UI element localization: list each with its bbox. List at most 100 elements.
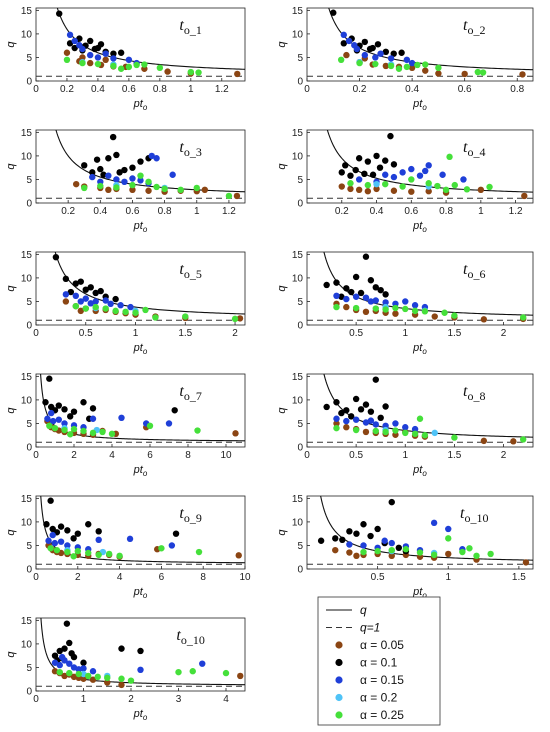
point-alpha_0-1 bbox=[339, 536, 346, 543]
point-alpha_0-25 bbox=[382, 306, 389, 313]
point-alpha_0-1 bbox=[85, 521, 92, 528]
point-alpha_0-1 bbox=[67, 288, 75, 296]
point-alpha_0-25 bbox=[112, 307, 119, 315]
x-axis-label-base: pt bbox=[133, 586, 144, 598]
point-alpha_0-15 bbox=[87, 300, 94, 307]
point-alpha_0-25 bbox=[194, 427, 201, 434]
point-alpha_0-25 bbox=[99, 428, 106, 436]
point-alpha_0-25 bbox=[80, 427, 87, 435]
x-axis-label-sub: o bbox=[422, 225, 427, 234]
point-alpha_0-1 bbox=[56, 647, 63, 655]
y-tick-label: 15 bbox=[21, 250, 33, 261]
point-alpha_0-1 bbox=[372, 284, 379, 291]
y-tick-label: 15 bbox=[21, 6, 33, 17]
point-alpha_0-1 bbox=[72, 280, 80, 287]
point-alpha_0-05 bbox=[353, 552, 360, 560]
point-alpha_0-25 bbox=[46, 422, 53, 430]
point-alpha_0-1 bbox=[118, 645, 125, 652]
point-alpha_0-1 bbox=[366, 45, 374, 53]
plot-area bbox=[36, 618, 245, 689]
point-alpha_0-1 bbox=[77, 278, 84, 285]
point-alpha_0-25 bbox=[85, 672, 92, 680]
point-alpha_0-05 bbox=[390, 187, 398, 194]
panel-title: to_9 bbox=[179, 505, 201, 525]
y-tick-label: 0 bbox=[26, 443, 32, 454]
point-alpha_0-15 bbox=[340, 31, 347, 39]
point-alpha_0-15 bbox=[45, 537, 52, 544]
q-curve bbox=[323, 252, 533, 316]
point-alpha_0-1 bbox=[52, 253, 60, 261]
x-tick-label: 0 bbox=[33, 84, 39, 95]
point-alpha_0-05 bbox=[72, 180, 80, 188]
point-alpha_0-25 bbox=[81, 184, 88, 192]
y-axis-label: q bbox=[5, 41, 17, 48]
point-alpha_0-1 bbox=[86, 37, 94, 45]
x-axis-label-base: pt bbox=[133, 342, 144, 354]
y-tick-label: 5 bbox=[297, 541, 303, 552]
x-tick-label: 6 bbox=[159, 572, 165, 583]
point-alpha_0-15 bbox=[127, 303, 134, 311]
point-alpha_0-25 bbox=[61, 426, 68, 434]
x-tick-label: 4 bbox=[109, 450, 115, 461]
point-alpha_0-1 bbox=[61, 645, 68, 652]
point-alpha_0-1 bbox=[113, 151, 120, 159]
panel-title: to_1 bbox=[179, 17, 201, 37]
x-axis-label-base: pt bbox=[412, 220, 423, 232]
point-alpha_0-05 bbox=[234, 70, 241, 78]
point-alpha_0-1 bbox=[352, 166, 359, 174]
point-alpha_0-05 bbox=[445, 550, 452, 558]
point-alpha_0-1 bbox=[56, 10, 63, 17]
legend-swatch-alpha_0-15 bbox=[335, 676, 343, 684]
y-axis-label: q bbox=[276, 529, 288, 536]
point-alpha_0-25 bbox=[360, 548, 367, 556]
point-alpha_0-25 bbox=[125, 63, 133, 71]
y-tick-label: 0 bbox=[26, 199, 32, 210]
y-tick-label: 15 bbox=[21, 494, 33, 505]
point-alpha_0-05 bbox=[521, 192, 528, 200]
point-alpha_0-15 bbox=[402, 298, 409, 305]
point-alpha_0-05 bbox=[519, 71, 526, 78]
point-alpha_0-25 bbox=[193, 184, 200, 192]
point-alpha_0-25 bbox=[137, 172, 144, 179]
point-alpha_0-05 bbox=[235, 552, 242, 559]
point-alpha_0-25 bbox=[231, 315, 239, 323]
point-alpha_0-25 bbox=[333, 303, 340, 311]
point-alpha_0-25 bbox=[441, 309, 448, 316]
point-alpha_0-1 bbox=[323, 281, 330, 289]
x-axis-label-sub: o bbox=[422, 591, 427, 600]
point-alpha_0-05 bbox=[104, 679, 111, 686]
point-alpha_0-1 bbox=[376, 164, 384, 171]
point-alpha_0-1 bbox=[67, 413, 74, 420]
point-alpha_0-1 bbox=[57, 523, 65, 530]
y-tick-label: 5 bbox=[26, 175, 32, 186]
y-tick-label: 10 bbox=[21, 395, 33, 406]
point-alpha_0-15 bbox=[439, 171, 446, 178]
x-tick-label: 0.6 bbox=[122, 84, 136, 95]
point-alpha_0-15 bbox=[89, 415, 97, 422]
x-axis-label-sub: o bbox=[143, 591, 148, 600]
point-alpha_0-25 bbox=[451, 312, 458, 319]
point-alpha_0-25 bbox=[451, 181, 458, 189]
y-tick-label: 5 bbox=[26, 419, 32, 430]
point-alpha_0-25 bbox=[132, 309, 139, 316]
x-axis-label: pto bbox=[133, 342, 148, 356]
point-alpha_0-1 bbox=[342, 162, 349, 169]
point-alpha_0-15 bbox=[77, 298, 84, 305]
point-alpha_0-25 bbox=[74, 547, 82, 555]
point-alpha_0-25 bbox=[142, 306, 149, 314]
point-alpha_0-25 bbox=[63, 56, 71, 64]
point-alpha_0-1 bbox=[82, 286, 89, 293]
point-alpha_0-1 bbox=[390, 161, 398, 168]
point-alpha_0-15 bbox=[372, 297, 379, 304]
point-alpha_0-25 bbox=[430, 551, 438, 559]
q-curve bbox=[326, 130, 533, 193]
point-alpha_0-15 bbox=[148, 152, 155, 160]
point-alpha_0-25 bbox=[129, 181, 136, 189]
point-alpha_0-1 bbox=[100, 171, 107, 178]
point-alpha_0-15 bbox=[102, 297, 109, 304]
point-alpha_0-05 bbox=[480, 437, 488, 445]
point-alpha_0-15 bbox=[367, 298, 375, 305]
y-tick-label: 0 bbox=[26, 687, 32, 698]
point-alpha_0-15 bbox=[360, 542, 367, 549]
